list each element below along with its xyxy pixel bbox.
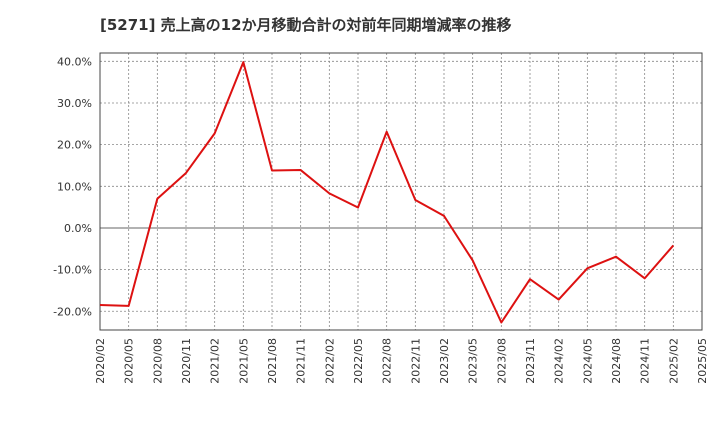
plot-frame [99, 52, 703, 331]
x-tick-label: 2024/02 [553, 338, 566, 384]
chart-title: [5271] 売上高の12か月移動合計の対前年同期増減率の推移 [100, 16, 512, 34]
x-tick-label: 2023/02 [438, 338, 451, 384]
x-tick-label: 2020/11 [180, 338, 193, 384]
x-tick-label: 2021/02 [209, 338, 222, 384]
x-tick-label: 2025/02 [667, 338, 680, 384]
y-tick-label: 0.0% [64, 222, 92, 235]
x-tick-label: 2022/02 [323, 338, 336, 384]
x-tick-label: 2022/08 [381, 338, 394, 384]
x-tick-label: 2020/05 [123, 338, 136, 384]
x-tick-label: 2020/02 [94, 338, 107, 384]
x-tick-label: 2024/05 [581, 338, 594, 384]
y-tick-label: 40.0% [57, 55, 92, 68]
x-tick-label: 2023/08 [495, 338, 508, 384]
horizontal-gridlines [100, 60, 702, 312]
x-tick-label: 2023/05 [467, 338, 480, 384]
x-axis-labels: 2020/02 2020/05 2020/08 2020/11 2021/02 2021/… [94, 338, 709, 384]
vertical-gridlines [99, 53, 703, 330]
x-tick-label: 2021/08 [266, 338, 279, 384]
y-tick-label: 20.0% [57, 139, 92, 152]
y-tick-label: -20.0% [53, 305, 92, 318]
y-tick-label: -10.0% [53, 264, 92, 277]
series-line [99, 61, 675, 324]
x-tick-label: 2020/08 [151, 338, 164, 384]
x-tick-label: 2024/08 [610, 338, 623, 384]
x-tick-label: 2024/11 [639, 338, 652, 384]
x-tick-label: 2022/05 [352, 338, 365, 384]
y-tick-label: 10.0% [57, 180, 92, 193]
x-tick-label: 2021/05 [237, 338, 250, 384]
x-tick-label: 2023/11 [524, 338, 537, 384]
x-tick-label: 2025/05 [696, 338, 709, 384]
y-tick-label: 30.0% [57, 97, 92, 110]
x-tick-label: 2022/11 [409, 338, 422, 384]
x-tick-label: 2021/11 [295, 338, 308, 384]
y-axis-labels: 40.0% 30.0% 20.0% 10.0% 0.0% -10.0% -20.0% [53, 55, 92, 318]
